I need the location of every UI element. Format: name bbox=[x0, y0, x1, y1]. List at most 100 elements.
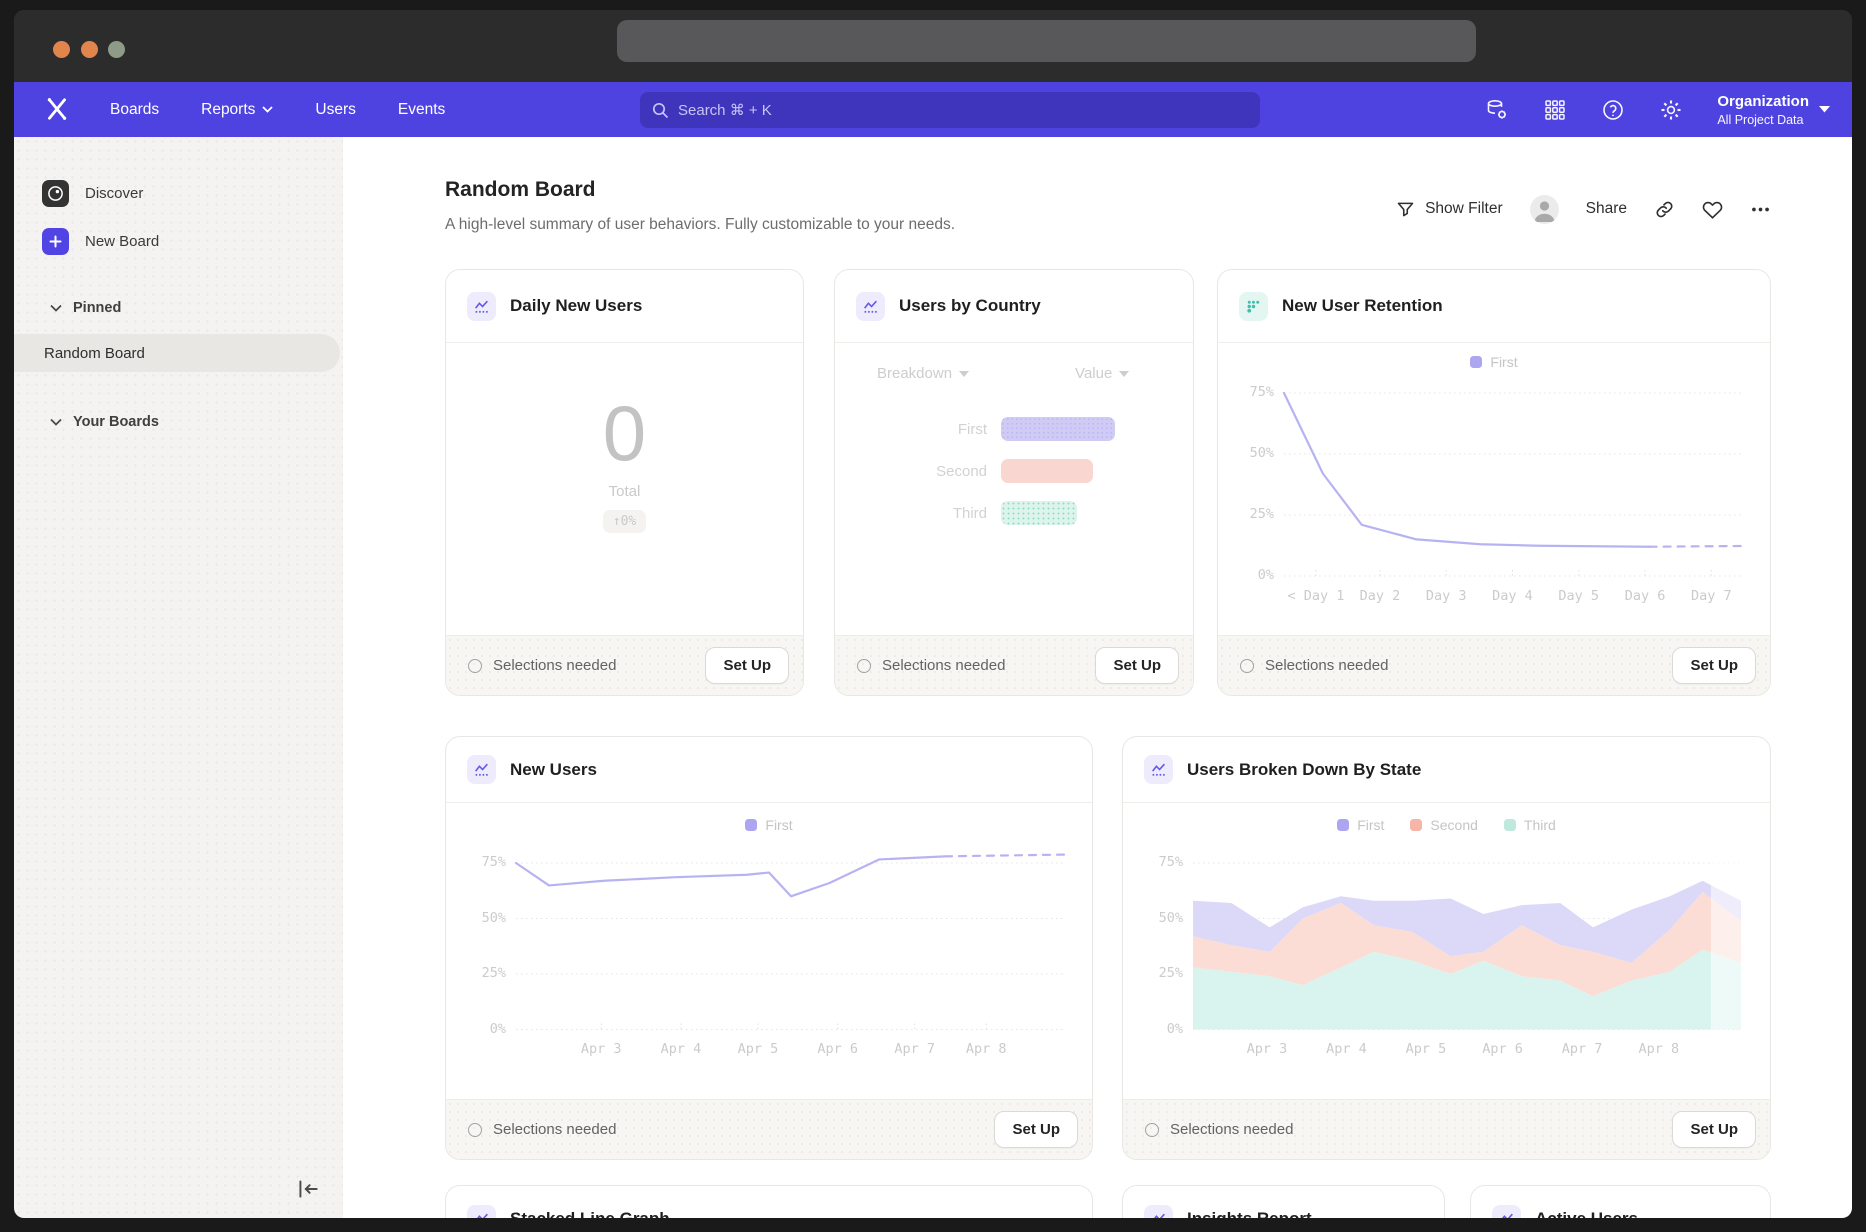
bar-label: Third bbox=[835, 505, 1001, 522]
metric-body: 0 Total ↑0% bbox=[446, 343, 803, 637]
card-title: Active Users bbox=[1535, 1209, 1638, 1218]
sidebar-item-random-board[interactable]: Random Board bbox=[14, 334, 340, 372]
chevron-down-icon bbox=[1819, 106, 1830, 113]
compass-icon bbox=[42, 180, 69, 207]
filter-funnel-icon bbox=[1395, 199, 1416, 220]
nav-links: Boards Reports Users Events bbox=[110, 101, 445, 119]
show-filter-label: Show Filter bbox=[1425, 200, 1503, 218]
bar-row: First bbox=[835, 417, 1115, 441]
top-nav: Boards Reports Users Events Search ⌘ + K bbox=[14, 82, 1852, 137]
status-circle-icon bbox=[857, 659, 871, 673]
page-title: Random Board bbox=[445, 178, 596, 202]
y-axis-label: 75% bbox=[1123, 854, 1183, 870]
card-daily-new-users: Daily New Users 0 Total ↑0% Selections n… bbox=[445, 269, 804, 696]
org-name: Organization bbox=[1717, 93, 1809, 110]
browser-window: Boards Reports Users Events Search ⌘ + K bbox=[14, 10, 1852, 1218]
data-management-icon[interactable] bbox=[1485, 98, 1509, 122]
y-axis-label: 25% bbox=[1218, 506, 1274, 522]
nav-link-events[interactable]: Events bbox=[398, 101, 445, 119]
y-axis-label: 50% bbox=[446, 910, 506, 926]
y-axis-label: 0% bbox=[1218, 567, 1274, 583]
set-up-button[interactable]: Set Up bbox=[705, 647, 789, 684]
help-icon[interactable] bbox=[1601, 98, 1625, 122]
nav-link-label: Boards bbox=[110, 101, 159, 119]
card-header: Daily New Users bbox=[446, 270, 803, 343]
retention-line-chart: 75%50%25%0%< Day 1Day 2Day 3Day 4Day 5Da… bbox=[1218, 343, 1772, 637]
nav-link-users[interactable]: Users bbox=[315, 101, 355, 119]
sidebar-item-discover[interactable]: Discover bbox=[42, 180, 143, 207]
org-project: All Project Data bbox=[1717, 113, 1809, 127]
card-header: Users by Country bbox=[835, 270, 1193, 343]
share-button[interactable]: Share bbox=[1586, 200, 1627, 218]
mixpanel-logo[interactable] bbox=[44, 96, 70, 122]
sidebar-item-new-board[interactable]: New Board bbox=[42, 228, 159, 255]
status-circle-icon bbox=[468, 1123, 482, 1137]
set-up-button[interactable]: Set Up bbox=[1672, 647, 1756, 684]
sidebar-section-your-boards[interactable]: Your Boards bbox=[50, 414, 159, 430]
state-stacked-area-chart: 75%50%25%0%Apr 3Apr 4Apr 5Apr 6Apr 7Apr … bbox=[1123, 803, 1772, 1101]
y-axis-label: 25% bbox=[446, 965, 506, 981]
chevron-down-icon bbox=[959, 371, 969, 377]
bar-label: First bbox=[835, 421, 1001, 438]
set-up-button[interactable]: Set Up bbox=[1672, 1111, 1756, 1148]
window-close-button[interactable] bbox=[53, 41, 70, 58]
search-input[interactable]: Search ⌘ + K bbox=[640, 92, 1260, 128]
bar-row: Second bbox=[835, 459, 1093, 483]
nav-link-boards[interactable]: Boards bbox=[110, 101, 159, 119]
status-text: Selections needed bbox=[493, 657, 616, 674]
card-header: Stacked Line Graph bbox=[446, 1186, 1092, 1218]
status-circle-icon bbox=[1240, 659, 1254, 673]
card-active-users: Active Users bbox=[1470, 1185, 1771, 1218]
settings-gear-icon[interactable] bbox=[1659, 98, 1683, 122]
x-axis-label: Apr 3 bbox=[1222, 1041, 1312, 1057]
metric-label: Total bbox=[609, 483, 641, 500]
org-switcher[interactable]: Organization All Project Data bbox=[1717, 93, 1830, 127]
sidebar-item-label: Random Board bbox=[44, 345, 145, 362]
metric-delta-badge: ↑0% bbox=[603, 510, 646, 533]
insights-chart-icon bbox=[1144, 1205, 1173, 1219]
status-circle-icon bbox=[468, 659, 482, 673]
card-status: Selections needed bbox=[1240, 657, 1672, 674]
window-minimize-button[interactable] bbox=[81, 41, 98, 58]
status-circle-icon bbox=[1145, 1123, 1159, 1137]
set-up-button[interactable]: Set Up bbox=[994, 1111, 1078, 1148]
browser-chrome bbox=[14, 10, 1852, 82]
y-axis-label: 75% bbox=[446, 854, 506, 870]
nav-link-label: Users bbox=[315, 101, 355, 119]
apps-grid-icon[interactable] bbox=[1543, 98, 1567, 122]
card-title: Users Broken Down By State bbox=[1187, 760, 1421, 780]
more-options-icon[interactable] bbox=[1750, 199, 1771, 220]
favorite-heart-icon[interactable] bbox=[1702, 199, 1723, 220]
nav-right-actions: Organization All Project Data bbox=[1485, 93, 1830, 127]
chevron-down-icon bbox=[1119, 371, 1129, 377]
value-dropdown[interactable]: Value bbox=[1075, 365, 1129, 382]
nav-link-reports[interactable]: Reports bbox=[201, 101, 273, 119]
set-up-button[interactable]: Set Up bbox=[1095, 647, 1179, 684]
address-bar[interactable] bbox=[617, 20, 1476, 62]
card-status: Selections needed bbox=[857, 657, 1095, 674]
show-filter-button[interactable]: Show Filter bbox=[1395, 199, 1503, 220]
avatar[interactable] bbox=[1530, 195, 1559, 224]
search-icon bbox=[652, 102, 669, 119]
card-title: New User Retention bbox=[1282, 296, 1443, 316]
sidebar-section-label: Your Boards bbox=[73, 414, 159, 430]
card-title: Stacked Line Graph bbox=[510, 1209, 670, 1218]
x-axis-label: Apr 5 bbox=[713, 1041, 803, 1057]
insights-chart-icon bbox=[856, 292, 885, 321]
insights-chart-icon bbox=[467, 292, 496, 321]
y-axis-label: 25% bbox=[1123, 965, 1183, 981]
card-footer: Selections needed Set Up bbox=[1218, 635, 1770, 695]
card-footer: Selections needed Set Up bbox=[446, 1099, 1092, 1159]
card-title: New Users bbox=[510, 760, 597, 780]
x-axis-label: Apr 4 bbox=[1301, 1041, 1391, 1057]
bar-first bbox=[1001, 417, 1115, 441]
x-axis-label: Apr 8 bbox=[941, 1041, 1031, 1057]
window-zoom-button[interactable] bbox=[108, 41, 125, 58]
insights-chart-icon bbox=[1144, 755, 1173, 784]
copy-link-icon[interactable] bbox=[1654, 199, 1675, 220]
breakdown-dropdown[interactable]: Breakdown bbox=[877, 365, 969, 382]
collapse-sidebar-icon[interactable] bbox=[295, 1176, 321, 1202]
sidebar-section-pinned[interactable]: Pinned bbox=[50, 300, 121, 316]
new-users-line-chart: 75%50%25%0%Apr 3Apr 4Apr 5Apr 6Apr 7Apr … bbox=[446, 803, 1094, 1101]
card-footer: Selections needed Set Up bbox=[835, 635, 1193, 695]
